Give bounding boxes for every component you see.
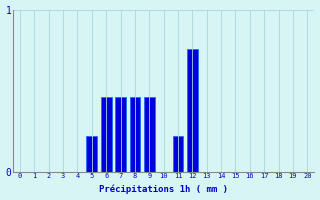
- Bar: [144, 97, 155, 172]
- Bar: [115, 97, 126, 172]
- Bar: [101, 97, 112, 172]
- Bar: [130, 97, 140, 172]
- Bar: [86, 136, 97, 172]
- Bar: [187, 49, 198, 172]
- X-axis label: Précipitations 1h ( mm ): Précipitations 1h ( mm ): [99, 185, 228, 194]
- Bar: [172, 136, 183, 172]
